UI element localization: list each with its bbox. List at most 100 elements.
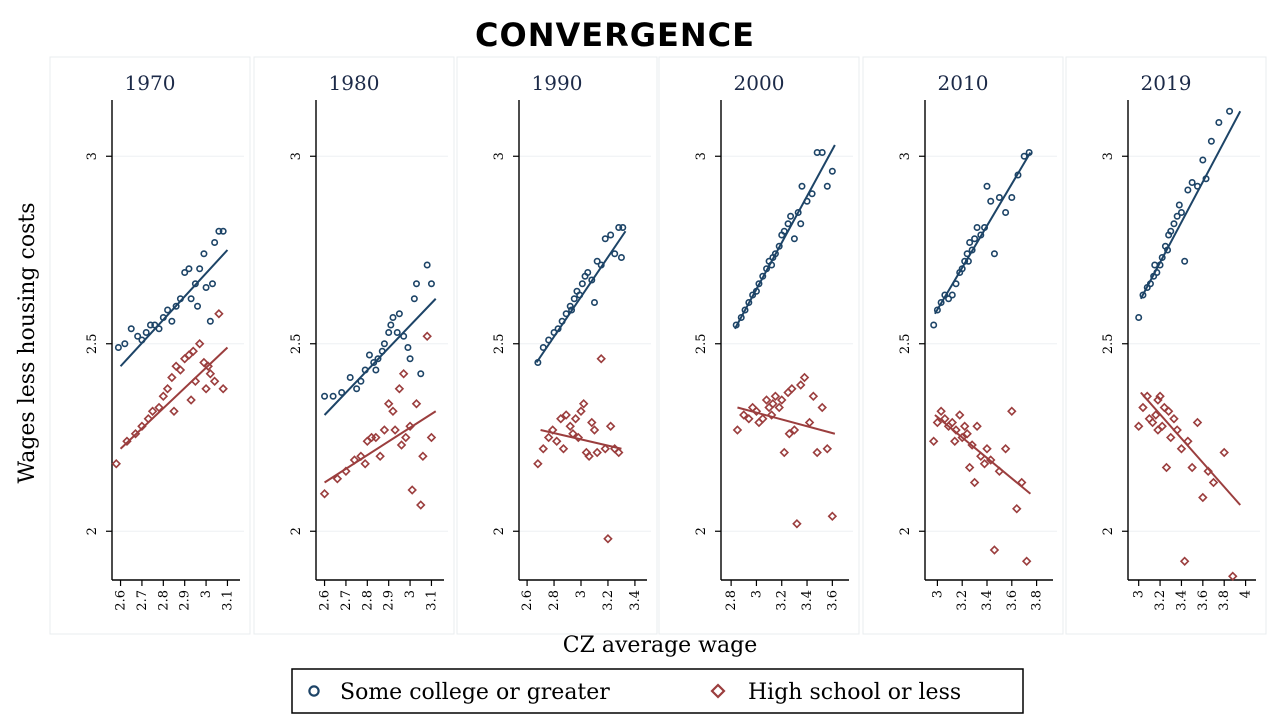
highschool-point — [1021, 556, 1032, 566]
x-tick-label: 3.8 — [1217, 590, 1232, 611]
college-point — [138, 336, 146, 344]
x-axis-title: CZ average wage — [563, 633, 757, 658]
x-tick-label: 3 — [930, 590, 945, 598]
panel-2000: 2000 2 2.5 3 2.8 3 3.2 3.4 3.6 — [658, 56, 860, 635]
college-point — [121, 340, 129, 348]
college-point — [952, 280, 960, 288]
legend-box — [291, 668, 1024, 714]
highschool-point — [1138, 402, 1148, 413]
college-point — [1020, 152, 1028, 160]
highschool-point — [789, 425, 800, 435]
x-tick-label: 2.6 — [318, 590, 333, 611]
x-tick-label: 3 — [199, 590, 214, 598]
highschool-point — [401, 432, 411, 443]
college-point — [378, 347, 386, 355]
highschool-point — [989, 545, 1000, 555]
college-point — [1193, 182, 1201, 190]
college-point — [387, 321, 395, 329]
college-point — [393, 328, 401, 336]
x-tick-label: 2.6 — [114, 590, 129, 611]
x-tick-label: 3.1 — [424, 590, 439, 611]
highschool-point — [928, 436, 939, 446]
highschool-point — [1172, 425, 1182, 435]
highschool-point — [543, 432, 554, 443]
highschool-point — [1133, 421, 1144, 431]
college-point — [798, 182, 806, 190]
panel-frame — [456, 56, 658, 635]
x-tick-label: 3.2 — [955, 590, 970, 611]
chart-headline: CONVERGENCE — [475, 16, 755, 54]
college-point — [196, 265, 204, 273]
college-point — [987, 197, 995, 205]
highschool-point — [751, 406, 762, 416]
college-point — [995, 194, 1003, 202]
college-point — [775, 242, 783, 250]
college-point — [168, 317, 176, 325]
y-tick-label: 2.5 — [1101, 333, 1116, 354]
y-tick-label: 3 — [85, 152, 100, 160]
highschool-point — [587, 417, 597, 428]
college-point — [558, 317, 566, 325]
college-point — [990, 250, 998, 258]
highschool-point — [972, 421, 982, 431]
highschool-point — [787, 384, 797, 394]
highschool-point — [422, 331, 432, 341]
college-point — [578, 280, 586, 288]
college-point — [127, 325, 135, 333]
x-tick-label: 3.2 — [1153, 590, 1168, 611]
college-point — [539, 343, 547, 351]
highschool-point — [188, 346, 198, 356]
highschool-point — [383, 399, 394, 409]
y-tick-label: 3 — [1101, 152, 1116, 160]
college-point — [151, 321, 159, 329]
college-point — [1139, 291, 1147, 299]
highschool-point — [822, 444, 833, 454]
college-point — [784, 220, 792, 228]
college-point — [1215, 119, 1223, 127]
highschool-point — [592, 447, 602, 458]
highschool-point — [576, 406, 586, 416]
college-point — [215, 227, 223, 235]
x-tick-label: 2.9 — [178, 590, 193, 611]
x-tick-label: 3.2 — [775, 590, 790, 611]
x-tick-label: 3.6 — [1005, 590, 1020, 611]
college-point — [1158, 254, 1166, 262]
highschool-point — [994, 466, 1005, 476]
college-point — [395, 310, 403, 318]
college-point — [134, 332, 142, 340]
highschool-point — [1007, 406, 1017, 416]
college-point — [164, 306, 172, 314]
highschool-point — [396, 440, 407, 450]
college-point — [755, 280, 763, 288]
highschool-point — [186, 395, 196, 405]
highschool-point — [1192, 417, 1203, 428]
highschool-point — [573, 432, 584, 443]
college-point — [1025, 149, 1033, 157]
highschool-point — [147, 406, 158, 416]
highschool-point — [349, 455, 360, 465]
highschool-point — [600, 444, 610, 454]
college-point — [737, 313, 745, 321]
x-tick-label: 2.8 — [360, 590, 375, 611]
highschool-point — [547, 425, 558, 435]
college-point — [353, 385, 361, 393]
highschool-point — [371, 432, 381, 443]
highschool-point — [1228, 571, 1238, 581]
y-tick-label: 3 — [492, 152, 507, 160]
college-point — [566, 302, 574, 310]
college-point — [400, 332, 408, 340]
highschool-point — [985, 455, 996, 465]
panel-frame — [253, 56, 455, 635]
college-point — [385, 328, 393, 336]
college-point — [1184, 186, 1192, 194]
highschool-point — [130, 429, 141, 439]
x-tick-label: 3 — [574, 590, 589, 598]
highschool-point — [1142, 391, 1152, 401]
college-point — [1135, 313, 1143, 321]
college-point — [1151, 261, 1159, 269]
highschool-point — [804, 417, 815, 428]
college-point — [321, 392, 329, 400]
college-point — [1167, 227, 1175, 235]
highschool-point — [959, 421, 970, 431]
